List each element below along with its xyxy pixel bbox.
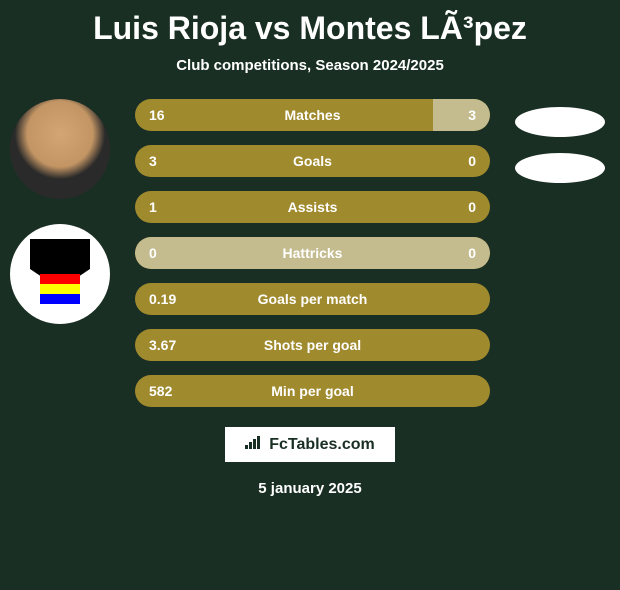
stat-left-value: 3: [149, 153, 157, 169]
stat-row-goals: 3 Goals 0: [135, 145, 490, 177]
chart-icon: [245, 435, 263, 454]
stat-left-value: 3.67: [149, 337, 176, 353]
stat-row-matches: 16 Matches 3: [135, 99, 490, 131]
player1-face: [10, 99, 110, 199]
stat-row-hattricks: 0 Hattricks 0: [135, 237, 490, 269]
stat-bar-right: [433, 99, 490, 131]
stat-left-value: 582: [149, 383, 172, 399]
player2-placeholder-2: [515, 153, 605, 183]
stat-row-assists: 1 Assists 0: [135, 191, 490, 223]
player2-placeholder-1: [515, 107, 605, 137]
stat-label: Hattricks: [283, 245, 343, 261]
stat-row-shots-per-goal: 3.67 Shots per goal: [135, 329, 490, 361]
logo-text: FcTables.com: [269, 436, 375, 453]
comparison-date: 5 january 2025: [0, 480, 620, 497]
stat-label: Goals: [293, 153, 332, 169]
stat-right-value: 3: [468, 107, 476, 123]
stat-label: Goals per match: [258, 291, 368, 307]
stat-left-value: 0.19: [149, 291, 176, 307]
stat-row-goals-per-match: 0.19 Goals per match: [135, 283, 490, 315]
stat-right-value: 0: [468, 199, 476, 215]
stat-label: Matches: [284, 107, 340, 123]
player1-club-badge: [10, 224, 110, 324]
stat-label: Assists: [288, 199, 338, 215]
stat-label: Min per goal: [271, 383, 353, 399]
comparison-content: 16 Matches 3 3 Goals 0 1 Assists 0 0 Hat…: [0, 99, 620, 407]
stat-left-value: 1: [149, 199, 157, 215]
stat-row-min-per-goal: 582 Min per goal: [135, 375, 490, 407]
stat-label: Shots per goal: [264, 337, 361, 353]
comparison-subtitle: Club competitions, Season 2024/2025: [0, 57, 620, 74]
footer-logo: FcTables.com: [0, 427, 620, 462]
stat-left-value: 16: [149, 107, 165, 123]
stat-right-value: 0: [468, 153, 476, 169]
comparison-title: Luis Rioja vs Montes LÃ³pez: [0, 10, 620, 47]
fctables-logo: FcTables.com: [225, 427, 395, 462]
stats-container: 16 Matches 3 3 Goals 0 1 Assists 0 0 Hat…: [135, 99, 490, 407]
player1-photo: [10, 99, 110, 199]
valencia-badge: [30, 239, 90, 309]
stat-left-value: 0: [149, 245, 157, 261]
stat-right-value: 0: [468, 245, 476, 261]
